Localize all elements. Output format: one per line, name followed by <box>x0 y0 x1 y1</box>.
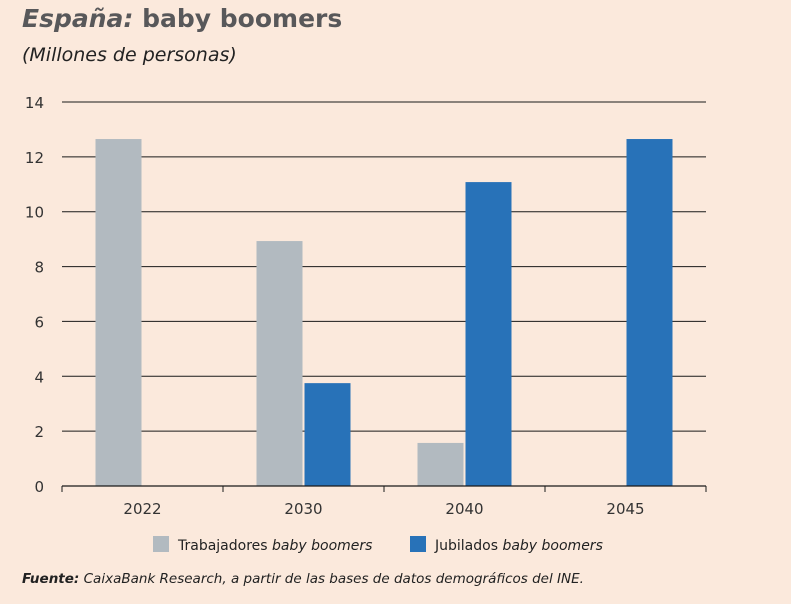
title-main: baby boomers <box>142 4 343 33</box>
bar-jubilados <box>465 182 512 486</box>
chart-title: España: baby boomers <box>22 4 342 33</box>
y-tick-label: 10 <box>25 204 44 222</box>
x-tick-label: 2040 <box>445 500 483 518</box>
x-tick-label: 2045 <box>606 500 644 518</box>
y-tick-label: 14 <box>25 94 44 112</box>
chart-subtitle: (Millones de personas) <box>22 44 237 66</box>
y-tick-label: 2 <box>34 423 44 441</box>
y-tick-label: 6 <box>34 313 44 331</box>
bar-trabajadores <box>417 442 464 486</box>
legend-label: Jubilados baby boomers <box>434 538 603 554</box>
legend-swatch <box>153 536 169 552</box>
legend-swatch <box>410 536 426 552</box>
x-tick-label: 2030 <box>284 500 322 518</box>
bar-trabajadores <box>256 241 303 486</box>
y-tick-label: 0 <box>34 478 44 496</box>
source-text: CaixaBank Research, a partir de las base… <box>83 571 584 587</box>
source-note: Fuente: CaixaBank Research, a partir de … <box>22 571 584 587</box>
bar-jubilados <box>304 383 351 486</box>
y-tick-label: 8 <box>34 259 44 277</box>
bar-trabajadores <box>95 139 142 486</box>
legend-label: Trabajadores baby boomers <box>177 538 372 554</box>
x-tick-label: 2022 <box>123 500 161 518</box>
source-label: Fuente: <box>22 571 80 587</box>
title-prefix: España: <box>22 4 134 33</box>
y-tick-label: 4 <box>34 368 44 386</box>
y-tick-label: 12 <box>25 149 44 167</box>
bar-jubilados <box>626 139 673 486</box>
